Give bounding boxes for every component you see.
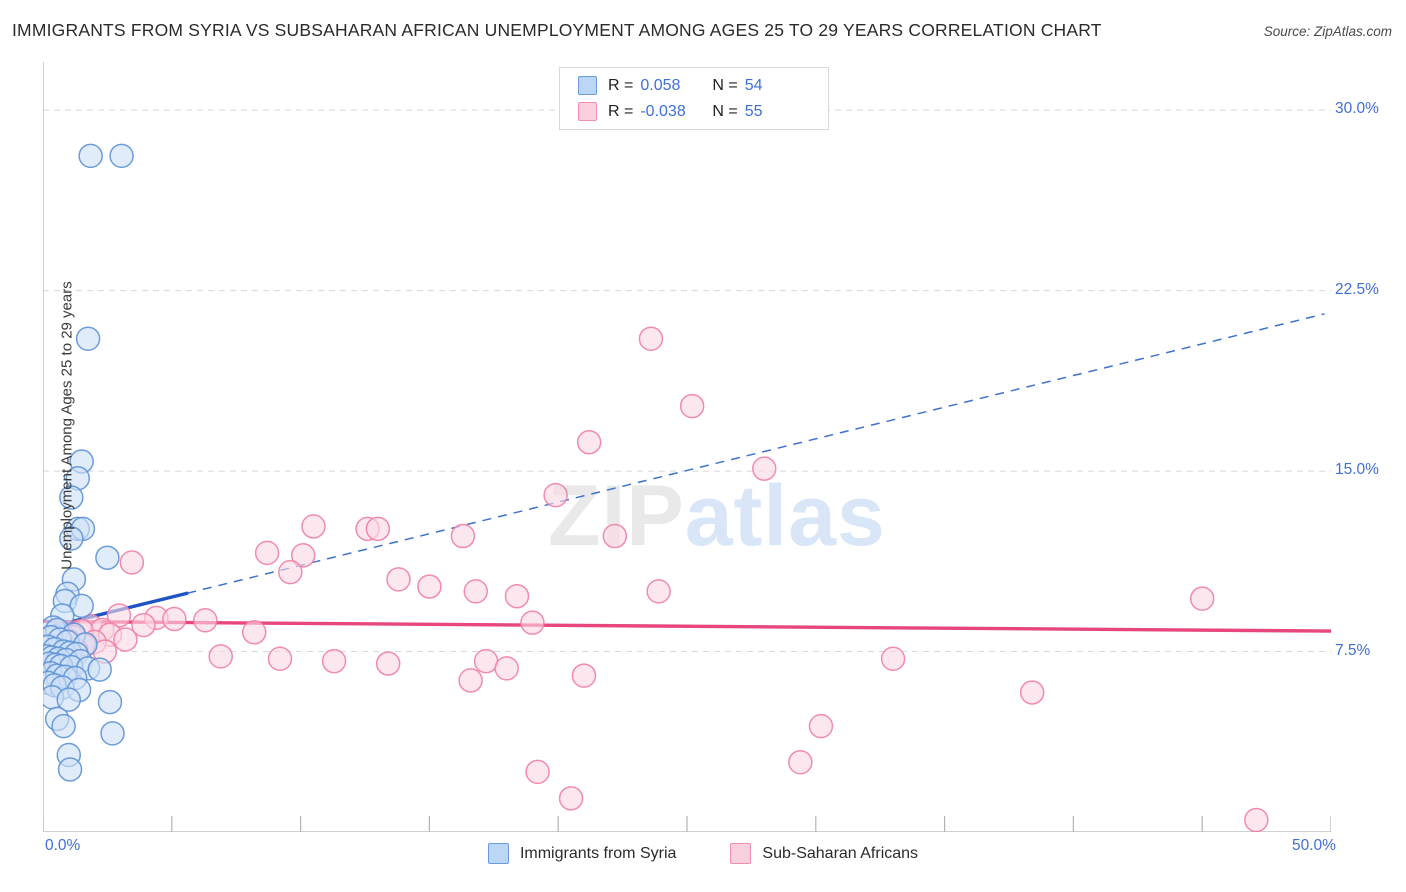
data-point[interactable] [386,567,411,592]
x-tick-label-max: 50.0% [1292,837,1336,854]
y-tick-label-22: 22.5% [1335,280,1379,298]
x-tick-label-min: 0.0% [45,837,81,854]
trendline-subsaharan [43,619,1331,633]
data-point[interactable] [119,550,145,575]
data-point[interactable] [365,516,391,542]
blue-swatch-icon [578,76,597,95]
data-point[interactable] [1244,807,1269,832]
data-point[interactable] [576,429,602,455]
pink-n-label: N = [712,102,738,120]
data-point[interactable] [679,393,705,419]
data-point[interactable] [646,579,671,604]
correlation-stats-box: R = 0.058 N = 54 R = -0.038 N = 55 [559,67,829,130]
data-point[interactable] [520,610,545,635]
pink-swatch-icon [578,102,597,121]
data-point[interactable] [473,648,499,674]
data-point[interactable] [463,579,489,604]
data-point[interactable] [504,583,530,609]
y-tick-label-30: 30.0% [1335,100,1379,118]
data-point[interactable] [808,713,834,739]
data-point[interactable] [458,668,483,693]
data-point[interactable] [109,143,134,169]
scatter-svg [43,62,1331,832]
data-point[interactable] [208,644,233,669]
data-point[interactable] [301,514,326,539]
data-point[interactable] [100,721,125,746]
data-point[interactable] [290,543,316,568]
data-point[interactable] [59,485,84,510]
data-point[interactable] [880,646,906,671]
legend-item-subsaharan[interactable]: Sub-Saharan Africans [730,843,918,864]
pink-r-label: R = [608,102,634,120]
data-point[interactable] [788,749,813,775]
data-point[interactable] [602,523,628,549]
legend-label-subsaharan: Sub-Saharan Africans [762,844,919,862]
data-point[interactable] [1189,586,1215,611]
data-point[interactable] [375,651,401,676]
blue-r-value: 0.058 [640,76,681,94]
data-point[interactable] [51,713,76,739]
data-point[interactable] [97,689,123,715]
stat-row-blue: R = 0.058 N = 54 [578,73,828,99]
data-point[interactable] [57,757,83,782]
blue-n-value: 54 [744,76,763,94]
data-point[interactable] [558,786,584,811]
blue-r-label: R = [608,76,634,94]
data-point[interactable] [494,656,519,681]
y-tick-label-7: 7.5% [1335,641,1371,659]
data-point[interactable] [113,627,138,652]
data-point[interactable] [267,646,293,671]
page-title: IMMIGRANTS FROM SYRIA VS SUBSAHARAN AFRI… [12,20,1102,40]
y-tick-label-15: 15.0% [1335,461,1379,479]
data-point[interactable] [450,523,476,549]
pink-r-value: -0.038 [640,102,686,120]
data-point[interactable] [525,759,550,785]
data-point[interactable] [95,545,120,570]
data-point[interactable] [1019,680,1045,705]
source-attribution: Source: ZipAtlas.com [1263,24,1392,39]
data-point[interactable] [241,620,267,645]
plot-area: ZIPatlas Unemployment Among Ages 25 to 2… [43,62,1379,854]
data-point[interactable] [162,606,187,632]
data-point[interactable] [543,482,568,508]
data-point[interactable] [278,559,303,585]
stat-row-pink: R = -0.038 N = 55 [578,99,828,125]
data-point[interactable] [75,326,101,351]
data-point[interactable] [59,526,84,551]
data-point[interactable] [254,540,280,566]
legend-swatch-subsaharan-icon [730,843,752,864]
data-point[interactable] [131,612,156,638]
data-point[interactable] [321,648,347,674]
points-subsaharan [46,326,1269,832]
data-point[interactable] [69,593,94,619]
chart-legend: Immigrants from Syria Sub-Saharan Africa… [0,843,1406,864]
legend-swatch-syria-icon [487,843,509,864]
data-point[interactable] [638,326,664,351]
data-point[interactable] [752,456,777,481]
points-syria [43,143,134,782]
data-point[interactable] [193,608,218,633]
data-point[interactable] [417,574,442,599]
data-point[interactable] [78,143,103,169]
data-point[interactable] [87,657,112,682]
blue-n-label: N = [712,76,738,94]
data-point[interactable] [571,663,597,688]
data-point[interactable] [56,687,82,712]
legend-item-syria[interactable]: Immigrants from Syria [487,843,677,864]
pink-n-value: 55 [744,102,763,120]
legend-label-syria: Immigrants from Syria [519,844,677,862]
trendline-syria-dashed [187,313,1325,594]
